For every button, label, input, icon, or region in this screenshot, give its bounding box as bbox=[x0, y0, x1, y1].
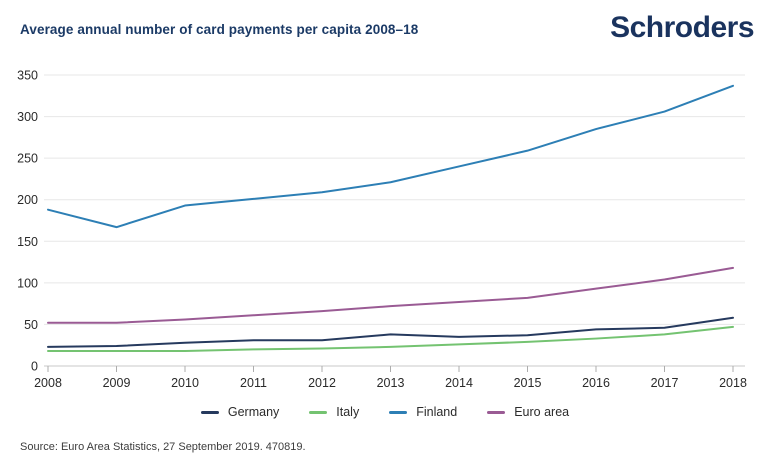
legend-item-germany: Germany bbox=[200, 405, 280, 419]
y-tick-label: 250 bbox=[17, 152, 38, 166]
x-tick-label: 2015 bbox=[514, 376, 542, 390]
legend-dash-icon bbox=[487, 410, 506, 414]
x-tick-label: 2016 bbox=[582, 376, 610, 390]
series-line-euro-area bbox=[47, 266, 734, 324]
chart-title: Average annual number of card payments p… bbox=[20, 22, 419, 37]
legend-dash-icon bbox=[200, 410, 219, 414]
chart-legend: Germany Italy Finland Euro area bbox=[0, 401, 770, 423]
y-tick-label: 0 bbox=[31, 360, 38, 374]
x-tick-label: 2013 bbox=[377, 376, 405, 390]
y-tick-label: 50 bbox=[24, 318, 38, 332]
y-tick-label: 300 bbox=[17, 110, 38, 124]
series-line-finland bbox=[47, 84, 734, 229]
series-line-italy bbox=[47, 325, 734, 353]
y-tick-label: 350 bbox=[17, 69, 38, 83]
legend-dash-icon bbox=[389, 410, 408, 414]
legend-item-euro-area: Euro area bbox=[487, 405, 569, 419]
x-tick-label: 2010 bbox=[171, 376, 199, 390]
legend-dash-icon bbox=[309, 410, 328, 414]
series-line-germany bbox=[47, 316, 734, 348]
x-tick-label: 2017 bbox=[651, 376, 679, 390]
legend-label: Germany bbox=[227, 405, 280, 419]
source-note: Source: Euro Area Statistics, 27 Septemb… bbox=[20, 441, 306, 453]
x-tick-label: 2009 bbox=[103, 376, 131, 390]
x-tick-label: 2018 bbox=[719, 376, 747, 390]
y-tick-label: 100 bbox=[17, 276, 38, 290]
x-tick-label: 2008 bbox=[34, 376, 62, 390]
legend-label: Euro area bbox=[514, 405, 570, 419]
y-tick-label: 150 bbox=[17, 235, 38, 249]
legend-label: Italy bbox=[336, 405, 360, 419]
x-tick-label: 2011 bbox=[240, 376, 267, 390]
legend-item-finland: Finland bbox=[389, 405, 457, 419]
x-tick-label: 2012 bbox=[308, 376, 336, 390]
x-tick-label: 2014 bbox=[445, 376, 473, 390]
schroders-logo: Schroders bbox=[610, 11, 754, 44]
legend-label: Finland bbox=[416, 405, 458, 419]
legend-item-italy: Italy bbox=[309, 405, 359, 419]
y-tick-label: 200 bbox=[17, 193, 38, 207]
